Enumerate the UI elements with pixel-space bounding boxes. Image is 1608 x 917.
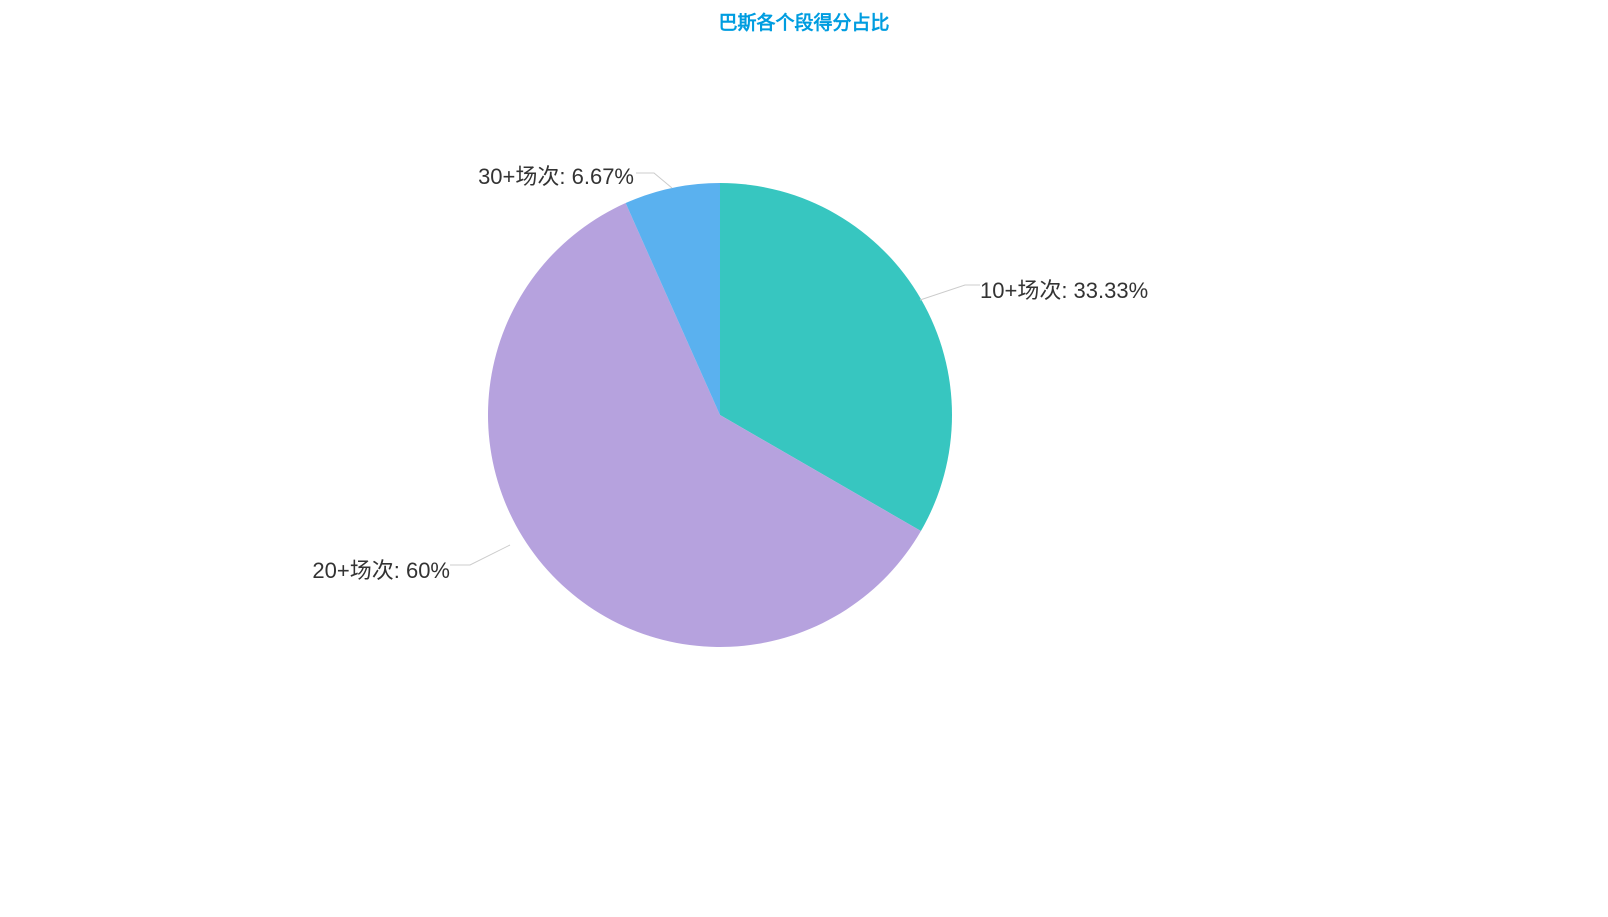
slice-label: 30+场次: 6.67% [478, 164, 634, 189]
leader-line [450, 545, 510, 565]
pie-chart: 10+场次: 33.33% 20+场次: 60% 30+场次: 6.67% [0, 0, 1608, 917]
leader-line [920, 285, 980, 300]
slice-label: 20+场次: 60% [312, 558, 450, 583]
slice-label: 10+场次: 33.33% [980, 278, 1148, 303]
leader-line [636, 173, 672, 188]
